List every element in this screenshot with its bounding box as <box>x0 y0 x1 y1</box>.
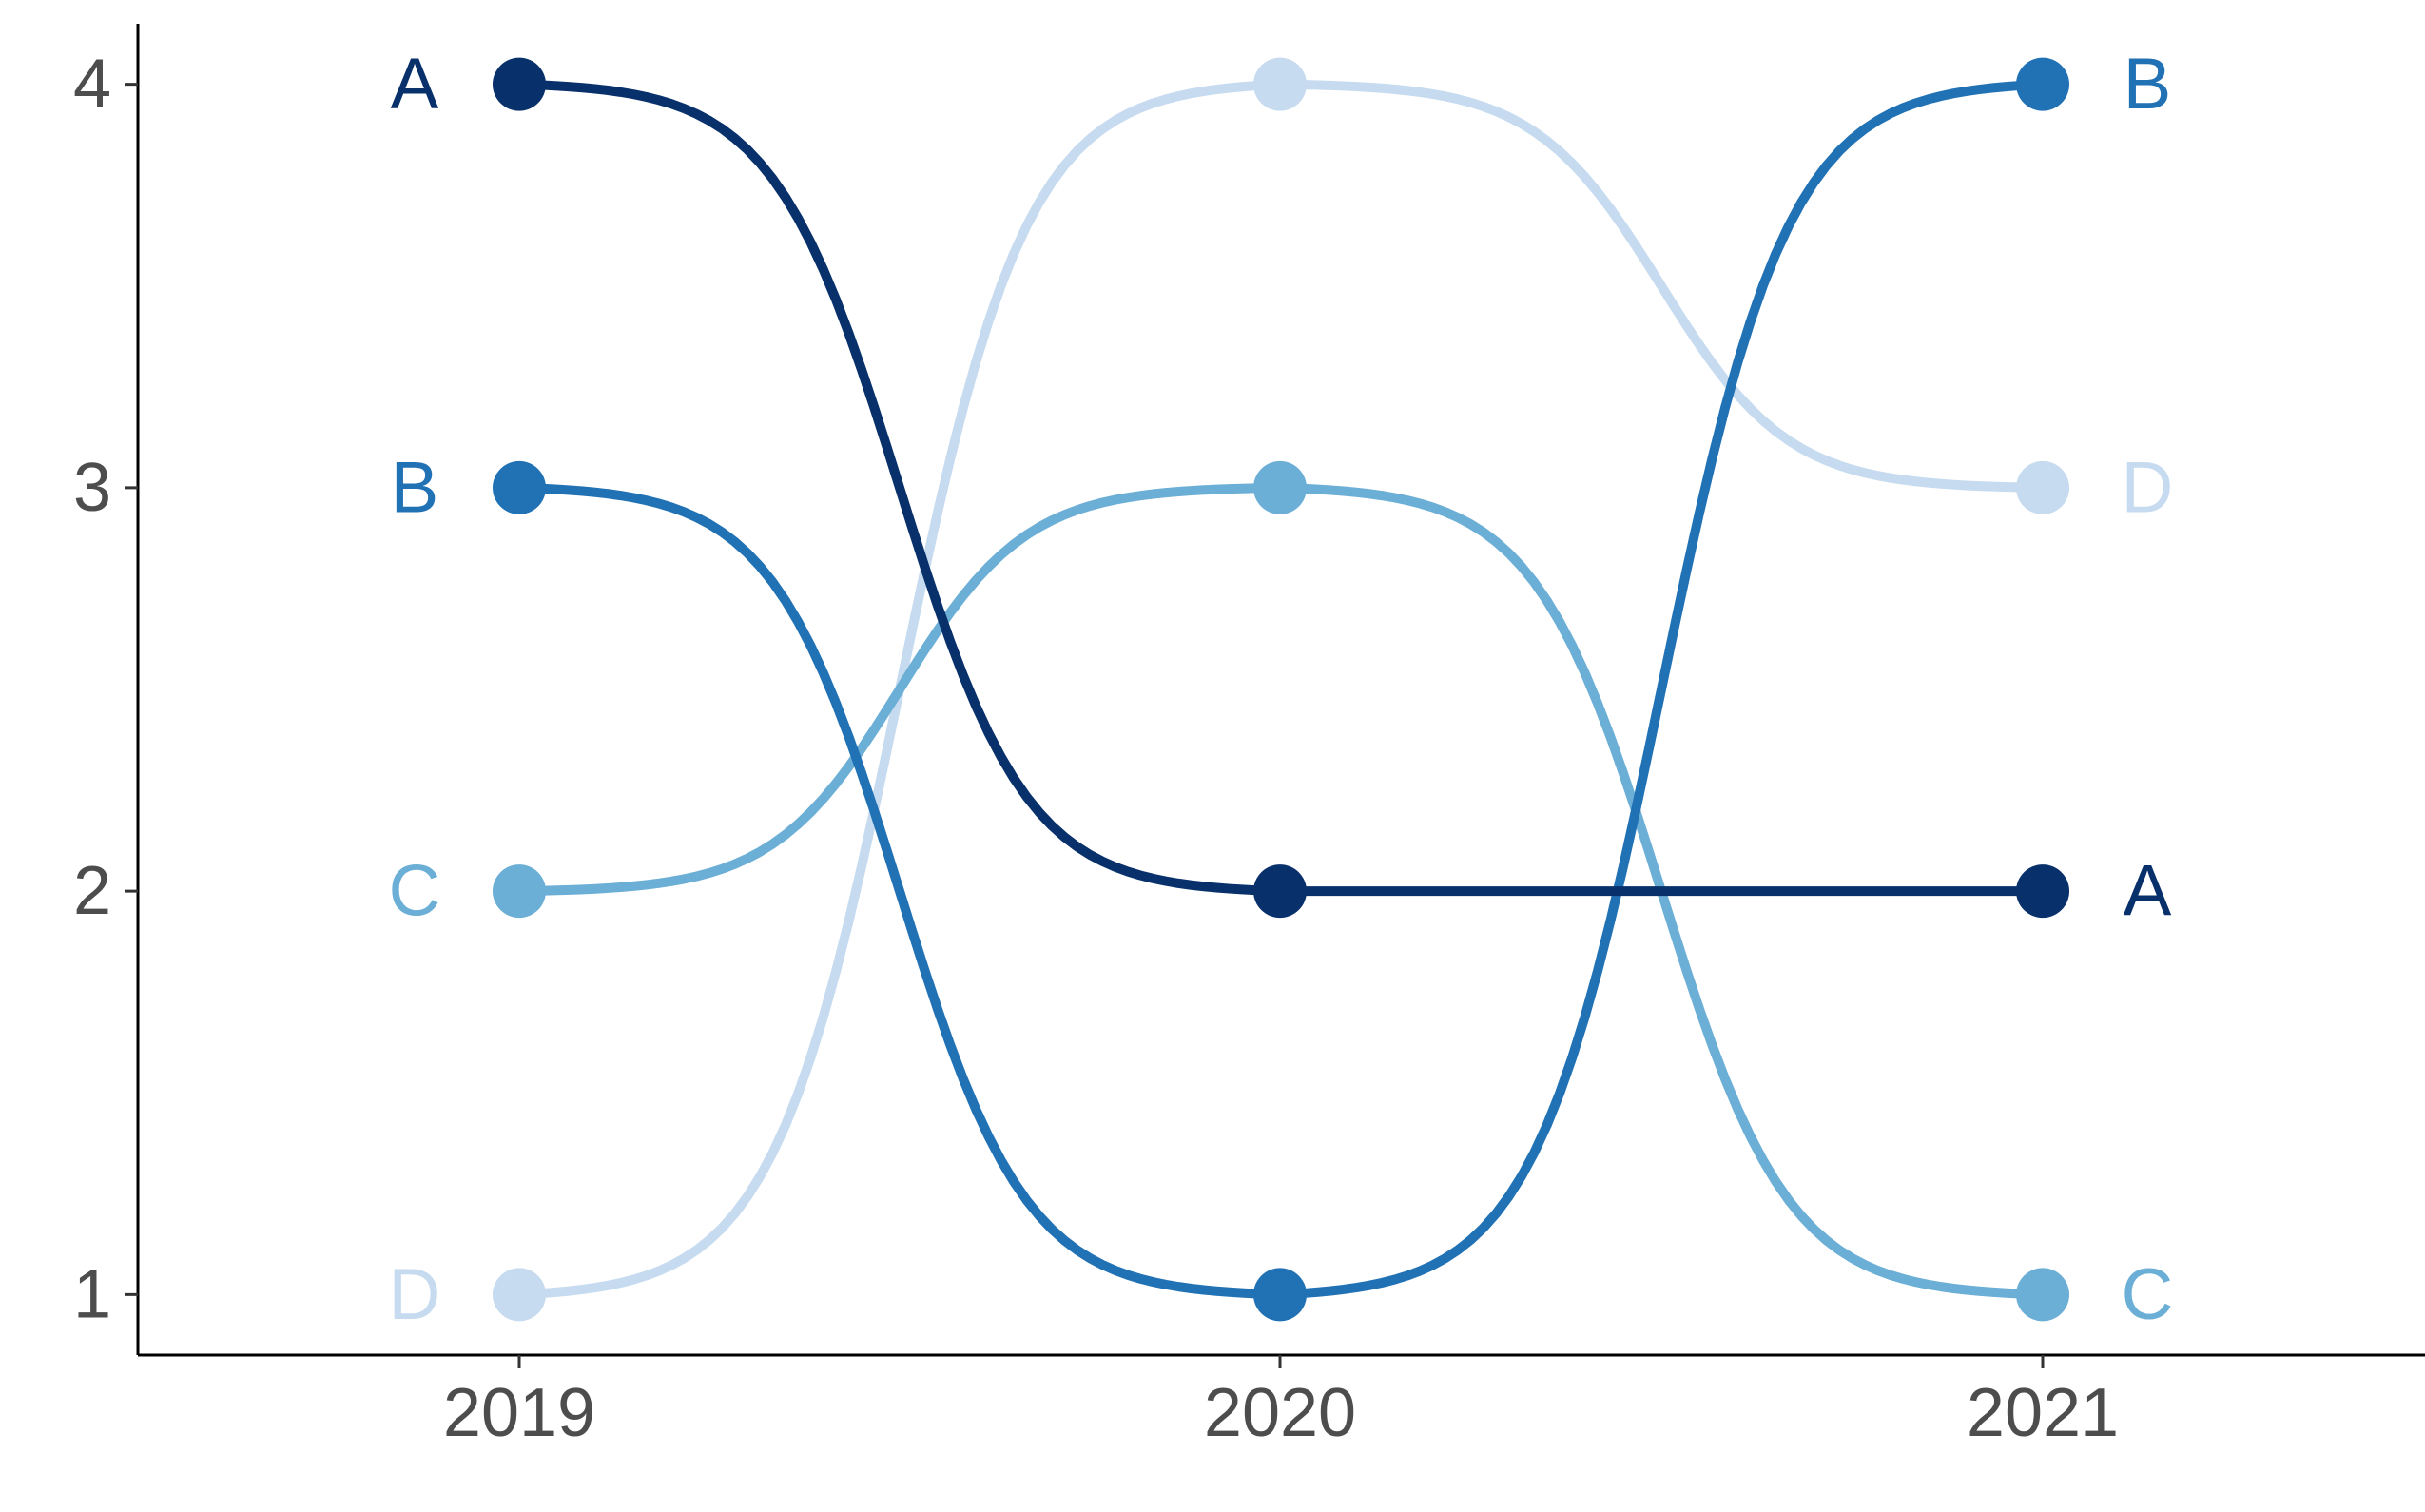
series-line-d <box>514 79 2047 1300</box>
end-label-d: D <box>2122 447 2174 528</box>
end-label-b: B <box>2124 44 2172 125</box>
end-label-c: C <box>2122 1254 2174 1335</box>
point-c-2021 <box>2016 1268 2069 1322</box>
point-d-2021 <box>2016 460 2069 514</box>
point-a-2019 <box>493 57 546 111</box>
series-lines <box>514 79 2047 1300</box>
start-label-c: C <box>389 851 441 932</box>
point-b-2019 <box>493 460 546 514</box>
series-points <box>493 57 2069 1322</box>
start-label-b: B <box>391 447 439 528</box>
x-tick-label: 2020 <box>1204 1375 1356 1451</box>
series-line-b <box>514 79 2047 1300</box>
point-a-2021 <box>2016 864 2069 919</box>
point-b-2020 <box>1253 1268 1307 1322</box>
y-axis-ticks: 1 2 3 4 <box>73 47 138 1332</box>
x-tick-label: 2019 <box>443 1375 595 1451</box>
y-tick-label: 3 <box>73 450 111 526</box>
x-axis-ticks: 2019 2020 2021 <box>443 1355 2119 1451</box>
start-label-a: A <box>391 44 439 125</box>
point-c-2019 <box>493 864 546 919</box>
axes: 1 2 3 4 2019 2020 2021 <box>73 24 2425 1451</box>
point-d-2019 <box>493 1268 546 1322</box>
y-tick-label: 2 <box>73 853 111 929</box>
point-a-2020 <box>1253 864 1307 919</box>
y-tick-label: 1 <box>73 1256 111 1332</box>
start-label-d: D <box>389 1254 441 1335</box>
end-label-a: A <box>2124 851 2172 932</box>
series-end-labels: D D C C B B A A <box>389 44 2174 1335</box>
point-d-2020 <box>1253 57 1307 111</box>
point-b-2021 <box>2016 57 2069 111</box>
x-tick-label: 2021 <box>1967 1375 2119 1451</box>
y-tick-label: 4 <box>73 47 111 123</box>
point-c-2020 <box>1253 460 1307 514</box>
